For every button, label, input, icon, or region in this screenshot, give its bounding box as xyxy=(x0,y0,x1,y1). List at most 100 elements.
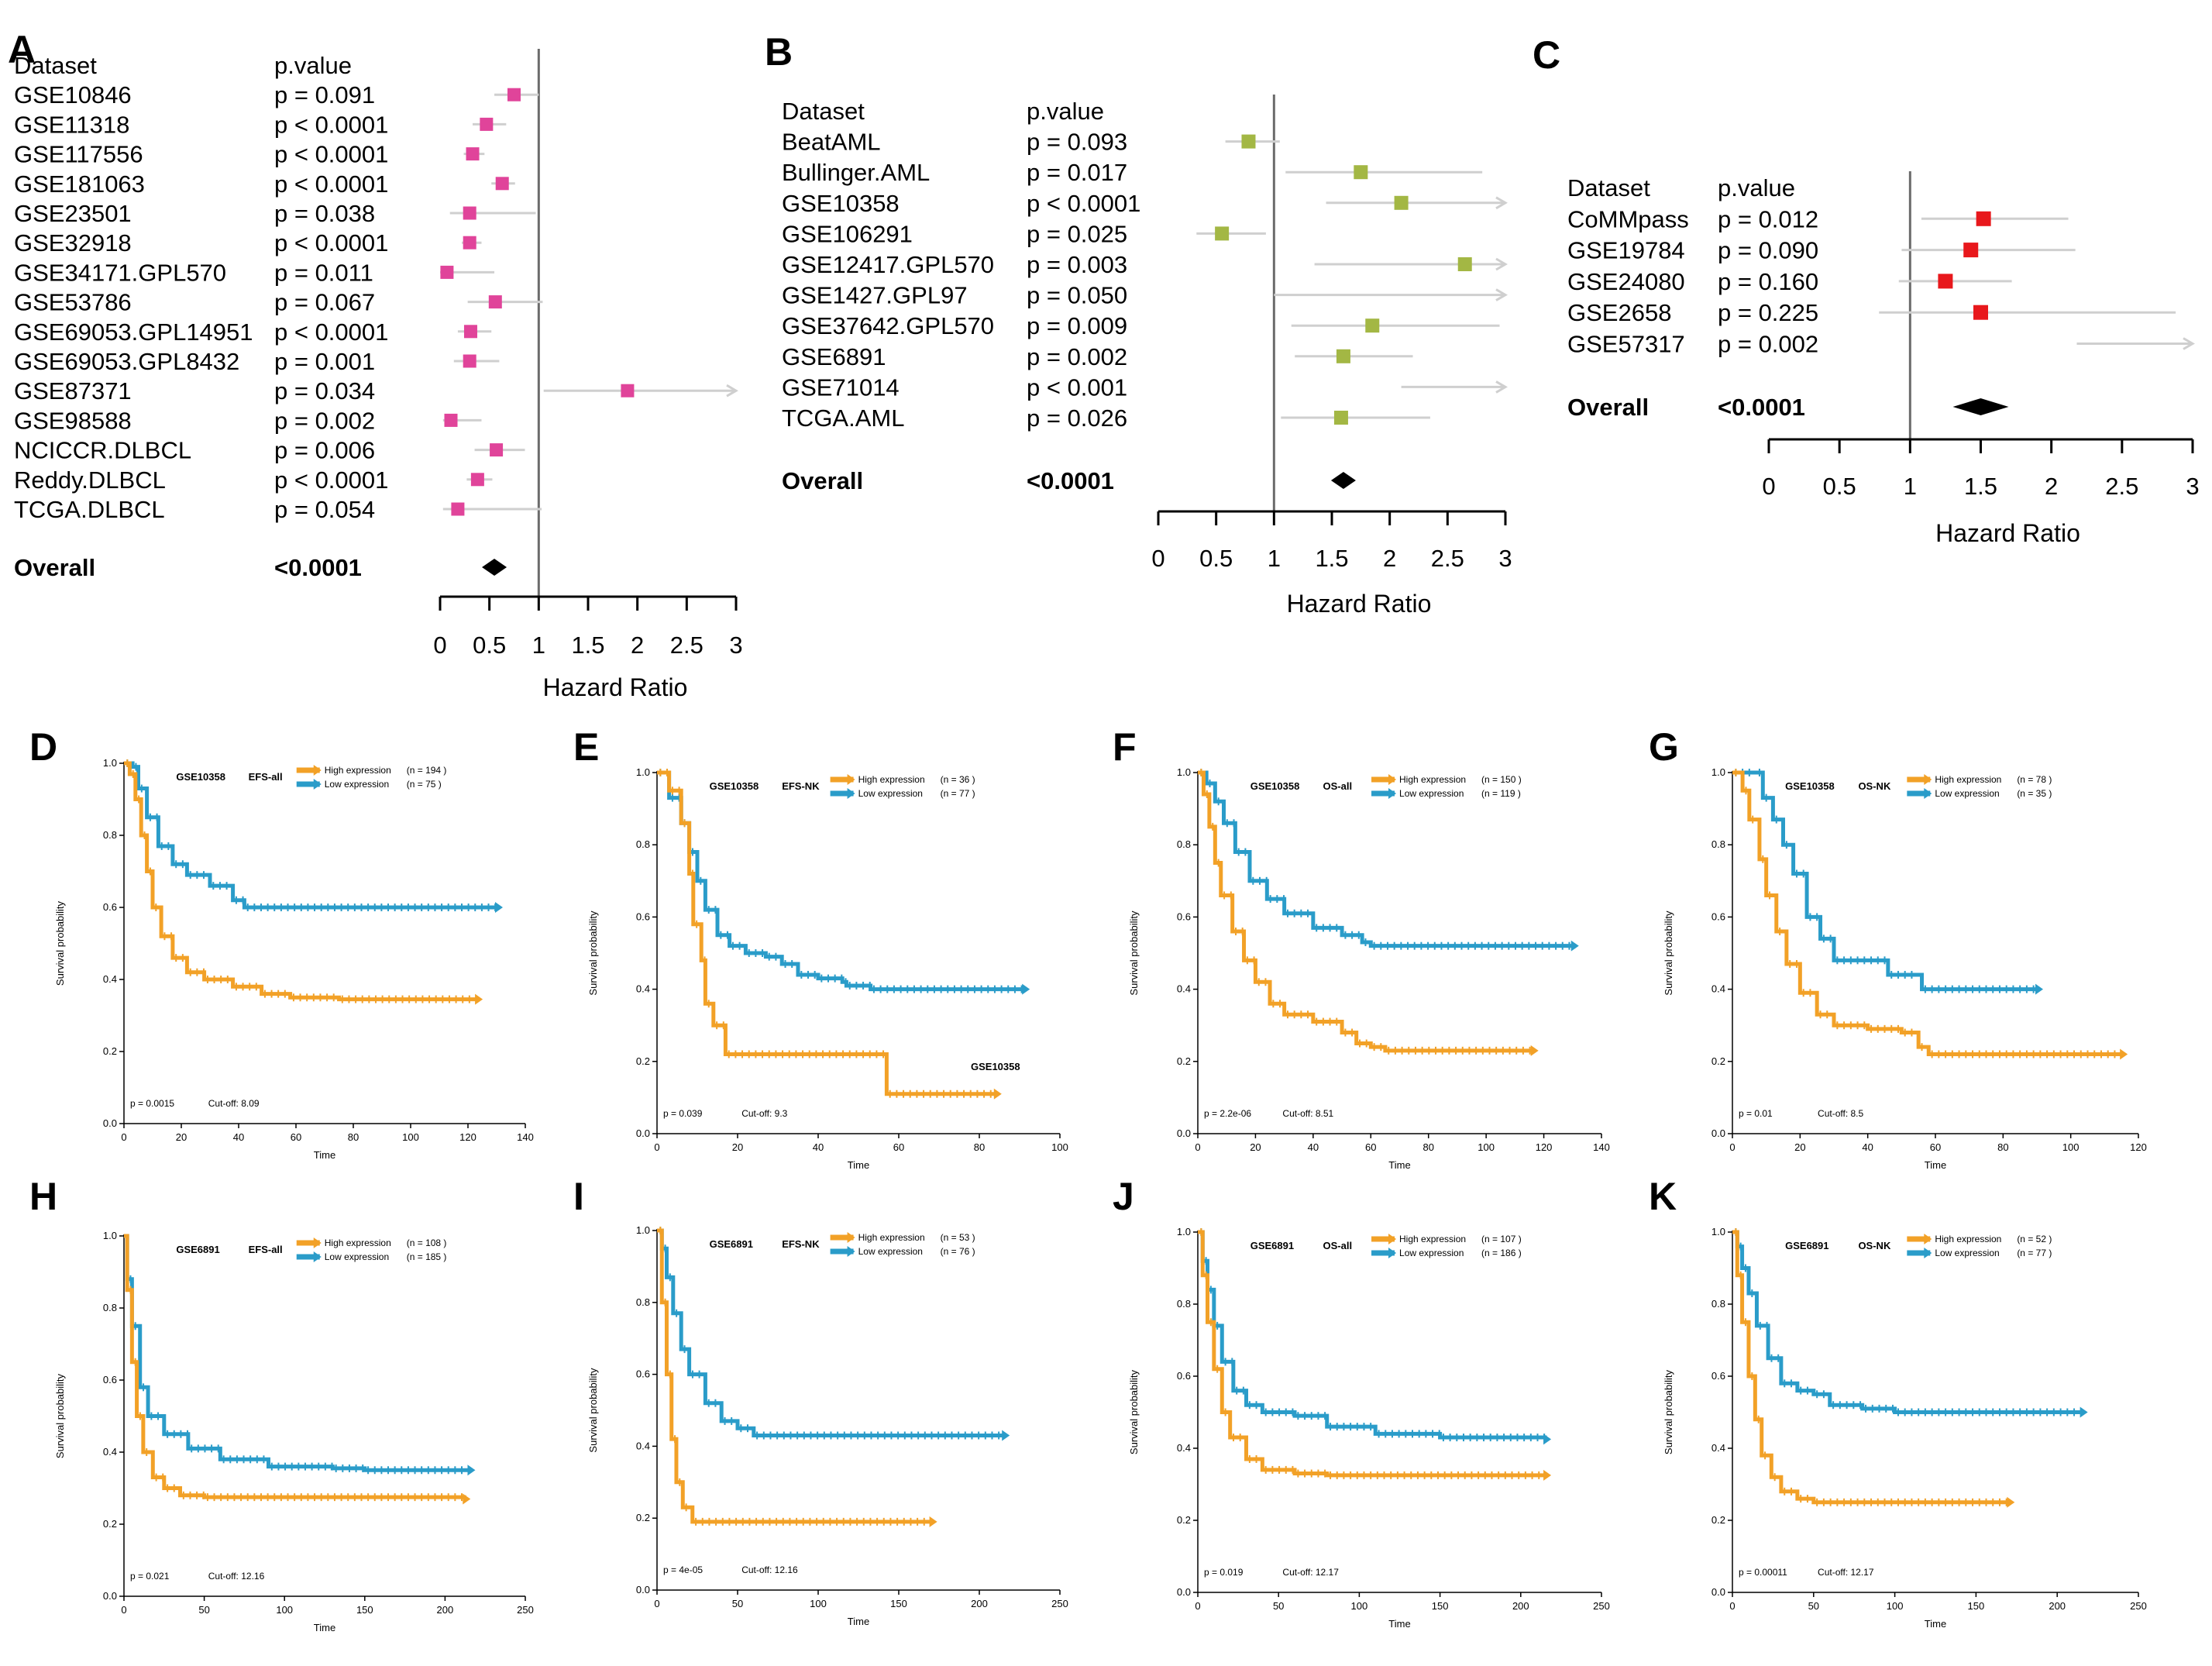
x-tick-label: 0 xyxy=(654,1598,659,1609)
x-tick-label: 2 xyxy=(1383,545,1396,572)
y-axis-title: Survival probability xyxy=(1128,1369,1140,1454)
hazard-ratio-point xyxy=(490,443,504,457)
x-tick-label: 0 xyxy=(1195,1141,1200,1153)
hazard-ratio-point xyxy=(495,177,509,191)
x-tick-label: 1.5 xyxy=(571,632,604,659)
p-value-label: p = 0.002 xyxy=(274,407,375,434)
low-legend-marker xyxy=(847,788,855,799)
low-legend-marker xyxy=(1388,788,1397,799)
x-tick-label: 100 xyxy=(276,1604,293,1616)
x-tick-label: 150 xyxy=(1968,1600,1985,1612)
dataset-label: GSE24080 xyxy=(1567,268,1685,295)
overall-diamond xyxy=(1330,472,1356,489)
dataset-label: GSE10846 xyxy=(14,81,132,108)
hazard-ratio-point xyxy=(1976,211,1991,226)
overall-label: Overall xyxy=(14,554,95,581)
dataset-label: GSE19784 xyxy=(1567,237,1685,264)
y-tick-label: 0.0 xyxy=(636,1127,650,1139)
y-tick-label: 0.8 xyxy=(1711,838,1725,850)
low-curve-end-marker xyxy=(495,902,503,913)
ci-arrow-icon xyxy=(2183,337,2195,350)
ci-arrow-icon xyxy=(1495,196,1508,210)
dataset-label: GSE12417.GPL570 xyxy=(782,251,994,278)
y-tick-label: 0.8 xyxy=(103,829,117,841)
y-axis-title: Survival probability xyxy=(587,910,599,996)
high-expression-curve xyxy=(124,761,477,1002)
column-header-pvalue: p.value xyxy=(274,52,352,79)
x-tick-label: 80 xyxy=(1997,1141,2008,1153)
hazard-ratio-point xyxy=(463,354,476,368)
low-legend-label: Low expression xyxy=(858,788,923,799)
low-curve-end-marker xyxy=(1022,983,1030,995)
high-legend-count: (n = 53 ) xyxy=(941,1232,975,1243)
high-legend-count: (n = 107 ) xyxy=(1481,1234,1522,1244)
panel-letter-E: E xyxy=(573,725,599,769)
low-expression-curve xyxy=(124,1234,470,1472)
dataset-label: GSE117556 xyxy=(14,141,143,168)
p-value-label: p < 0.0001 xyxy=(274,111,388,138)
x-tick-label: 0.5 xyxy=(1823,473,1856,500)
y-tick-label: 0.2 xyxy=(103,1045,117,1057)
x-tick-label: 0 xyxy=(433,632,446,659)
y-tick-label: 1.0 xyxy=(1711,1226,1725,1237)
x-tick-label: 60 xyxy=(1930,1141,1941,1153)
x-tick-label: 0 xyxy=(1151,545,1164,572)
p-value-label: p = 0.091 xyxy=(274,81,375,108)
p-value-label: p = 0.003 xyxy=(1027,251,1127,278)
high-legend-marker xyxy=(1924,774,1932,785)
x-tick-label: 100 xyxy=(1478,1141,1495,1153)
x-tick-label: 50 xyxy=(198,1604,209,1616)
low-legend-label: Low expression xyxy=(325,779,389,790)
overall-p-value: <0.0001 xyxy=(274,554,362,581)
high-curve-end-marker xyxy=(929,1516,937,1527)
low-expression-curve xyxy=(124,761,497,910)
high-legend-label: High expression xyxy=(1935,774,2001,785)
x-axis-title: Time xyxy=(1925,1159,1946,1171)
y-tick-label: 0.8 xyxy=(1711,1298,1725,1310)
panel-letter-F: F xyxy=(1113,725,1137,769)
x-tick-label: 120 xyxy=(1536,1141,1553,1153)
x-tick-label: 150 xyxy=(1432,1600,1449,1612)
x-tick-label: 250 xyxy=(517,1604,534,1616)
x-tick-label: 1 xyxy=(1904,473,1917,500)
x-tick-label: 20 xyxy=(732,1141,743,1153)
y-tick-label: 0.2 xyxy=(1711,1514,1725,1526)
x-tick-label: 1 xyxy=(1268,545,1281,572)
p-value-label: p < 0.001 xyxy=(1027,373,1127,401)
km-dataset-title: GSE10358 xyxy=(1785,780,1835,792)
ci-arrow-icon xyxy=(1495,288,1508,301)
y-tick-label: 0.4 xyxy=(1177,983,1191,995)
dataset-label: Bullinger.AML xyxy=(782,159,930,186)
y-tick-label: 0.2 xyxy=(1177,1055,1191,1067)
high-legend-label: High expression xyxy=(858,1232,925,1243)
hazard-ratio-point xyxy=(1333,411,1348,425)
low-legend-count: (n = 77 ) xyxy=(2017,1248,2052,1258)
high-curve-end-marker xyxy=(475,993,483,1005)
x-axis-title: Time xyxy=(1388,1159,1410,1171)
dataset-label: GSE69053.GPL8432 xyxy=(14,348,239,375)
hazard-ratio-point xyxy=(463,236,476,250)
overall-p-value: <0.0001 xyxy=(1718,394,1805,421)
x-tick-label: 2.5 xyxy=(2105,473,2138,500)
x-tick-label: 2 xyxy=(2045,473,2058,500)
x-tick-label: 120 xyxy=(2130,1141,2147,1153)
hazard-ratio-point xyxy=(1215,226,1230,241)
low-legend-label: Low expression xyxy=(858,1246,923,1257)
low-curve-end-marker xyxy=(1002,1430,1010,1441)
low-legend-count: (n = 119 ) xyxy=(1481,788,1521,799)
dataset-label: GSE6891 xyxy=(782,343,886,370)
x-tick-label: 200 xyxy=(1512,1600,1529,1612)
km-p-value: p = 0.0015 xyxy=(130,1098,174,1109)
dataset-label: GSE106291 xyxy=(782,220,913,247)
overall-label: Overall xyxy=(1567,394,1649,421)
p-value-label: p = 0.017 xyxy=(1027,159,1127,186)
y-tick-label: 1.0 xyxy=(636,1224,650,1236)
y-axis-title: Survival probability xyxy=(1128,910,1140,996)
low-curve-end-marker xyxy=(467,1465,476,1476)
high-expression-curve xyxy=(1198,1230,1546,1478)
x-tick-label: 0 xyxy=(121,1604,126,1616)
x-tick-label: 0 xyxy=(1729,1600,1735,1612)
p-value-label: p = 0.001 xyxy=(274,348,375,375)
x-tick-label: 250 xyxy=(1593,1600,1610,1612)
dataset-label: GSE53786 xyxy=(14,289,132,316)
